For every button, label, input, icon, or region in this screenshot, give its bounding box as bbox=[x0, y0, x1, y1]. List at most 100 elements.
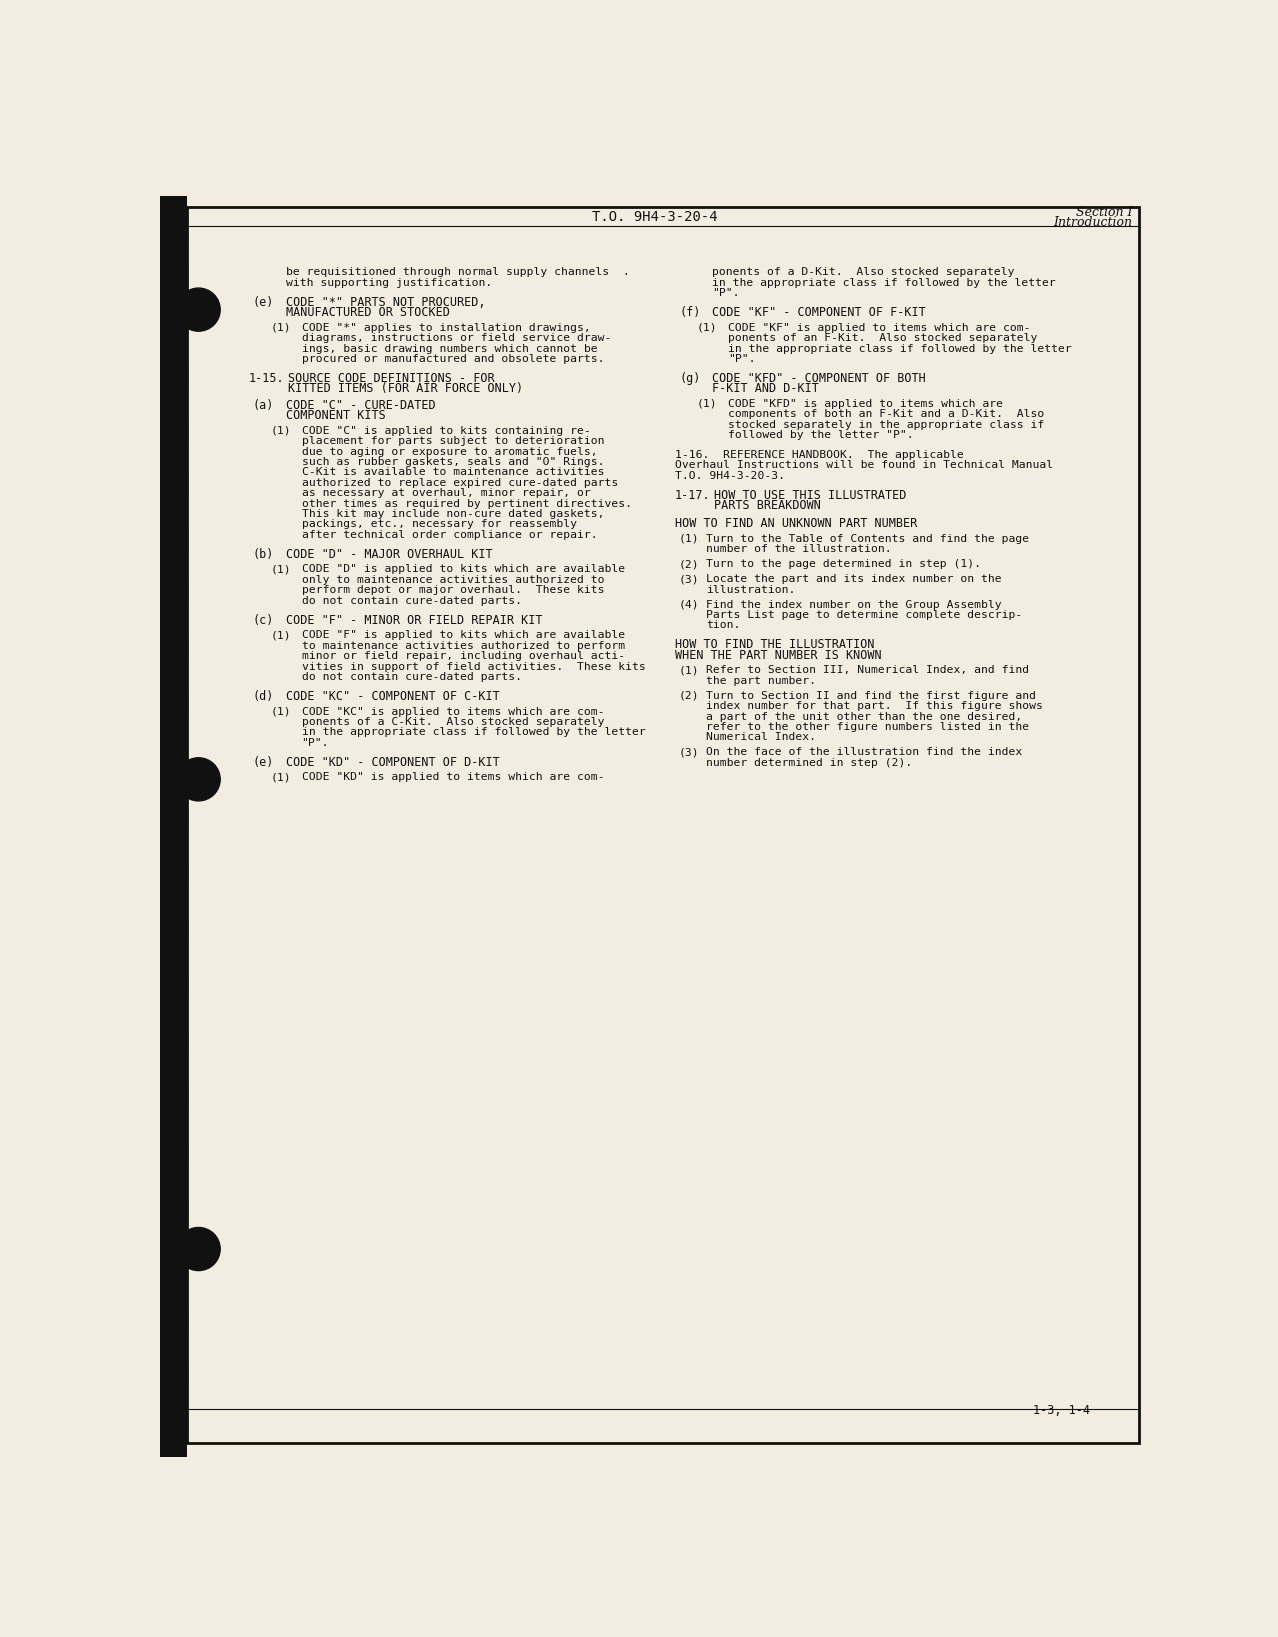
Text: index number for that part.  If this figure shows: index number for that part. If this figu… bbox=[707, 701, 1043, 710]
Text: PARTS BREAKDOWN: PARTS BREAKDOWN bbox=[714, 499, 820, 512]
Bar bbox=[160, 864, 187, 881]
Text: do not contain cure-dated parts.: do not contain cure-dated parts. bbox=[302, 671, 521, 683]
Text: (a): (a) bbox=[253, 399, 273, 413]
Text: CODE "*" applies to installation drawings,: CODE "*" applies to installation drawing… bbox=[302, 322, 590, 332]
Text: CODE "KF" - COMPONENT OF F-KIT: CODE "KF" - COMPONENT OF F-KIT bbox=[712, 306, 927, 319]
Text: 1-3, 1-4: 1-3, 1-4 bbox=[1033, 1405, 1090, 1418]
Bar bbox=[160, 976, 187, 994]
Bar bbox=[160, 1418, 187, 1434]
Text: be requisitioned through normal supply channels  .: be requisitioned through normal supply c… bbox=[286, 267, 630, 277]
Text: (c): (c) bbox=[253, 614, 273, 627]
Text: (d): (d) bbox=[253, 691, 273, 702]
Bar bbox=[160, 365, 187, 385]
Text: CODE "C" is applied to kits containing re-: CODE "C" is applied to kits containing r… bbox=[302, 426, 590, 435]
Text: to maintenance activities authorized to perform: to maintenance activities authorized to … bbox=[302, 640, 625, 652]
Text: CODE "KFD" is applied to items which are: CODE "KFD" is applied to items which are bbox=[728, 399, 1003, 409]
Bar bbox=[160, 529, 187, 548]
Text: (1): (1) bbox=[271, 322, 291, 332]
Text: (1): (1) bbox=[271, 707, 291, 717]
Text: KITTED ITEMS (FOR AIR FORCE ONLY): KITTED ITEMS (FOR AIR FORCE ONLY) bbox=[288, 383, 523, 396]
Text: (1): (1) bbox=[679, 665, 699, 676]
Text: procured or manufactured and obsolete parts.: procured or manufactured and obsolete pa… bbox=[302, 354, 604, 363]
Text: Parts List page to determine complete descrip-: Parts List page to determine complete de… bbox=[707, 611, 1022, 620]
Text: ponents of a C-Kit.  Also stocked separately: ponents of a C-Kit. Also stocked separat… bbox=[302, 717, 604, 727]
Bar bbox=[160, 313, 187, 332]
Text: (1): (1) bbox=[271, 565, 291, 575]
Text: (3): (3) bbox=[679, 748, 699, 758]
Text: On the face of the illustration find the index: On the face of the illustration find the… bbox=[707, 748, 1022, 758]
Bar bbox=[160, 694, 187, 714]
Text: do not contain cure-dated parts.: do not contain cure-dated parts. bbox=[302, 596, 521, 606]
Text: other times as required by pertinent directives.: other times as required by pertinent dir… bbox=[302, 499, 631, 509]
Text: HOW TO FIND THE ILLUSTRATION: HOW TO FIND THE ILLUSTRATION bbox=[675, 638, 874, 652]
Text: (3): (3) bbox=[679, 575, 699, 584]
Bar bbox=[160, 1031, 187, 1049]
Text: (g): (g) bbox=[679, 372, 700, 385]
Text: Turn to the page determined in step (1).: Turn to the page determined in step (1). bbox=[707, 560, 982, 570]
Text: packings, etc., necessary for reassembly: packings, etc., necessary for reassembly bbox=[302, 519, 576, 529]
Text: (2): (2) bbox=[679, 560, 699, 570]
Text: (1): (1) bbox=[679, 534, 699, 543]
Text: CODE "KD" - COMPONENT OF D-KIT: CODE "KD" - COMPONENT OF D-KIT bbox=[286, 756, 500, 769]
Text: (1): (1) bbox=[697, 399, 717, 409]
Text: (1): (1) bbox=[697, 322, 717, 332]
Text: in the appropriate class if followed by the letter: in the appropriate class if followed by … bbox=[728, 344, 1071, 354]
Text: vities in support of field activities.  These kits: vities in support of field activities. T… bbox=[302, 661, 645, 671]
Text: Locate the part and its index number on the: Locate the part and its index number on … bbox=[707, 575, 1002, 584]
Bar bbox=[160, 1200, 187, 1216]
Bar bbox=[160, 1311, 187, 1328]
Text: stocked separately in the appropriate class if: stocked separately in the appropriate cl… bbox=[728, 419, 1044, 431]
Text: (1): (1) bbox=[271, 630, 291, 640]
Text: SOURCE CODE DEFINITIONS - FOR: SOURCE CODE DEFINITIONS - FOR bbox=[288, 372, 495, 385]
Text: CODE "F" - MINOR OR FIELD REPAIR KIT: CODE "F" - MINOR OR FIELD REPAIR KIT bbox=[286, 614, 543, 627]
Text: CODE "D" is applied to kits which are available: CODE "D" is applied to kits which are av… bbox=[302, 565, 625, 575]
Text: HOW TO USE THIS ILLUSTRATED: HOW TO USE THIS ILLUSTRATED bbox=[714, 489, 906, 501]
Text: 1-17.: 1-17. bbox=[675, 489, 711, 501]
Text: WHEN THE PART NUMBER IS KNOWN: WHEN THE PART NUMBER IS KNOWN bbox=[675, 648, 882, 661]
Text: number of the illustration.: number of the illustration. bbox=[707, 543, 892, 553]
Bar bbox=[160, 638, 187, 658]
Text: CODE "KC" - COMPONENT OF C-KIT: CODE "KC" - COMPONENT OF C-KIT bbox=[286, 691, 500, 702]
Text: only to maintenance activities authorized to: only to maintenance activities authorize… bbox=[302, 575, 604, 584]
Bar bbox=[160, 421, 187, 440]
Text: a part of the unit other than the one desired,: a part of the unit other than the one de… bbox=[707, 712, 1022, 722]
Text: refer to the other figure numbers listed in the: refer to the other figure numbers listed… bbox=[707, 722, 1029, 732]
Text: followed by the letter "P".: followed by the letter "P". bbox=[728, 431, 914, 440]
Text: illustration.: illustration. bbox=[707, 584, 795, 594]
Bar bbox=[160, 920, 187, 936]
Bar bbox=[160, 196, 187, 1457]
Text: tion.: tion. bbox=[707, 620, 740, 630]
Text: due to aging or exposure to aromatic fuels,: due to aging or exposure to aromatic fue… bbox=[302, 447, 597, 457]
Text: in the appropriate class if followed by the letter: in the appropriate class if followed by … bbox=[712, 278, 1056, 288]
Text: This kit may include non-cure dated gaskets,: This kit may include non-cure dated gask… bbox=[302, 509, 604, 519]
Bar bbox=[160, 265, 187, 286]
Bar bbox=[160, 1144, 187, 1161]
Bar bbox=[160, 583, 187, 602]
Text: Find the index number on the Group Assembly: Find the index number on the Group Assem… bbox=[707, 599, 1002, 609]
Text: components of both an F-Kit and a D-Kit.  Also: components of both an F-Kit and a D-Kit.… bbox=[728, 409, 1044, 419]
Circle shape bbox=[176, 288, 220, 331]
Text: 1-16.  REFERENCE HANDBOOK.  The applicable: 1-16. REFERENCE HANDBOOK. The applicable bbox=[675, 450, 964, 460]
Bar bbox=[160, 1087, 187, 1105]
Text: (e): (e) bbox=[253, 296, 273, 309]
Text: CODE "*" PARTS NOT PROCURED,: CODE "*" PARTS NOT PROCURED, bbox=[286, 296, 486, 309]
Text: Overhaul Instructions will be found in Technical Manual: Overhaul Instructions will be found in T… bbox=[675, 460, 1053, 470]
Text: Section I: Section I bbox=[1076, 206, 1132, 219]
Text: (b): (b) bbox=[253, 548, 273, 561]
Text: (1): (1) bbox=[271, 426, 291, 435]
Text: (4): (4) bbox=[679, 599, 699, 609]
Text: (2): (2) bbox=[679, 691, 699, 701]
Bar bbox=[160, 1365, 187, 1383]
Text: Numerical Index.: Numerical Index. bbox=[707, 732, 817, 742]
Text: CODE "F" is applied to kits which are available: CODE "F" is applied to kits which are av… bbox=[302, 630, 625, 640]
Text: "P".: "P". bbox=[712, 288, 740, 298]
Text: HOW TO FIND AN UNKNOWN PART NUMBER: HOW TO FIND AN UNKNOWN PART NUMBER bbox=[675, 517, 918, 530]
Text: Introduction: Introduction bbox=[1053, 216, 1132, 229]
Circle shape bbox=[176, 758, 220, 800]
Text: such as rubber gaskets, seals and "O" Rings.: such as rubber gaskets, seals and "O" Ri… bbox=[302, 457, 604, 467]
Text: with supporting justification.: with supporting justification. bbox=[286, 278, 492, 288]
Text: (f): (f) bbox=[679, 306, 700, 319]
Text: F-KIT AND D-KIT: F-KIT AND D-KIT bbox=[712, 383, 819, 396]
Text: ings, basic drawing numbers which cannot be: ings, basic drawing numbers which cannot… bbox=[302, 344, 597, 354]
Text: "P".: "P". bbox=[302, 738, 328, 748]
